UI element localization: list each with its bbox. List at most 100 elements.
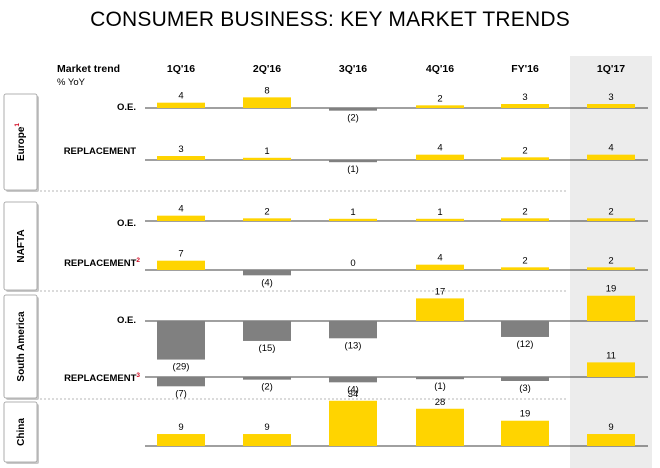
data-label: 3	[608, 92, 613, 103]
highlight-column-1q17	[570, 56, 652, 468]
bar	[416, 264, 464, 270]
data-label: 2	[522, 255, 527, 266]
data-label: (3)	[519, 383, 531, 394]
bar	[587, 434, 635, 446]
row-label: O.E.	[117, 218, 136, 229]
bar	[329, 321, 377, 339]
data-label: (15)	[259, 343, 276, 354]
data-label: 34	[348, 389, 359, 400]
data-label: 1	[437, 207, 442, 218]
data-label: (29)	[173, 362, 190, 373]
data-label: (1)	[434, 381, 446, 392]
region-name: Europe1	[14, 123, 27, 161]
data-label: 9	[264, 422, 269, 433]
row-label: O.E.	[117, 315, 136, 326]
bar	[243, 218, 291, 221]
data-label: 19	[520, 409, 531, 420]
data-label: 2	[522, 145, 527, 156]
data-label: 2	[522, 206, 527, 217]
data-label: 7	[178, 249, 183, 260]
category-label: 1Q'16	[167, 63, 195, 75]
bar	[501, 218, 549, 221]
bar	[243, 270, 291, 276]
region-tab-box	[3, 93, 38, 191]
data-label: (1)	[347, 164, 359, 175]
data-label: 11	[606, 350, 616, 361]
bar	[329, 218, 377, 221]
chart-row: O.E. 4 8 (2) 2 3 3	[117, 85, 648, 124]
bar	[587, 218, 635, 221]
data-label: 1	[264, 146, 269, 157]
category-label: FY'16	[511, 63, 539, 75]
data-label: 3	[178, 144, 183, 155]
category-label: 3Q'16	[339, 63, 367, 75]
region-tab: China	[3, 401, 39, 464]
bar	[501, 157, 549, 160]
bar	[587, 267, 635, 270]
bar	[416, 218, 464, 221]
data-label: 4	[437, 143, 442, 154]
bar	[416, 298, 464, 321]
chart-row: 9 9 34 28 19 9	[145, 389, 648, 447]
data-label: 2	[264, 206, 269, 217]
region-tab-box	[3, 401, 38, 463]
bar	[157, 260, 205, 270]
data-label: 4	[178, 204, 183, 215]
data-label: 17	[435, 286, 446, 297]
row-label: REPLACEMENT	[64, 146, 137, 157]
bar	[501, 267, 549, 270]
data-label: (13)	[345, 340, 362, 351]
data-label: 9	[608, 422, 613, 433]
chart-row: REPLACEMENT 3 1 (1) 4 2 4	[64, 143, 648, 175]
bar	[157, 377, 205, 387]
bar	[243, 97, 291, 108]
row-label: O.E.	[117, 102, 136, 113]
bar	[329, 400, 377, 446]
bar	[329, 160, 377, 163]
page-title: CONSUMER BUSINESS: KEY MARKET TRENDS	[90, 8, 570, 31]
bar	[243, 434, 291, 446]
bar	[157, 434, 205, 446]
region-footnote: 1	[14, 123, 21, 127]
region-separators	[8, 190, 568, 400]
data-label: 2	[608, 255, 613, 266]
bar	[587, 295, 635, 321]
chart-row: O.E. 4 2 1 1 2 2	[117, 204, 648, 229]
bar	[587, 154, 635, 160]
chart-row: REPLACEMENT2 7 (4) 0 4 2 2	[64, 249, 648, 288]
row-footnote: 2	[136, 257, 140, 264]
bar	[587, 362, 635, 377]
bar	[587, 104, 635, 108]
bar	[416, 105, 464, 108]
bar	[243, 157, 291, 160]
region-name: South America	[16, 311, 27, 382]
data-label: 9	[178, 422, 183, 433]
market-trend-header: Market trend	[57, 63, 120, 75]
chart-row: O.E. (29) (15) (13) 17 (12) 19	[117, 284, 648, 373]
bar	[157, 321, 205, 360]
data-label: 0	[350, 258, 355, 269]
bar	[329, 108, 377, 111]
data-label: 2	[437, 93, 442, 104]
bar	[501, 104, 549, 108]
row-footnote: 3	[136, 372, 140, 379]
row-label: REPLACEMENT2	[64, 257, 140, 269]
bar	[501, 377, 549, 381]
region-name: NAFTA	[16, 229, 27, 262]
region-name: China	[16, 418, 27, 446]
category-label: 4Q'16	[426, 63, 454, 75]
bar	[501, 420, 549, 446]
bar	[157, 102, 205, 108]
data-label: 19	[606, 284, 617, 295]
region-tab-box	[3, 201, 38, 291]
data-label: 28	[435, 397, 446, 408]
data-label: 1	[350, 207, 355, 218]
bar	[501, 321, 549, 337]
data-label: (2)	[347, 113, 359, 124]
chart-row: REPLACEMENT3 (7) (2) (4) (1) (3) 11	[64, 350, 648, 399]
category-headers: 1Q'16 2Q'16 3Q'16 4Q'16 FY'16 1Q'17	[167, 63, 625, 75]
category-label: 2Q'16	[253, 63, 281, 75]
bar	[416, 154, 464, 160]
